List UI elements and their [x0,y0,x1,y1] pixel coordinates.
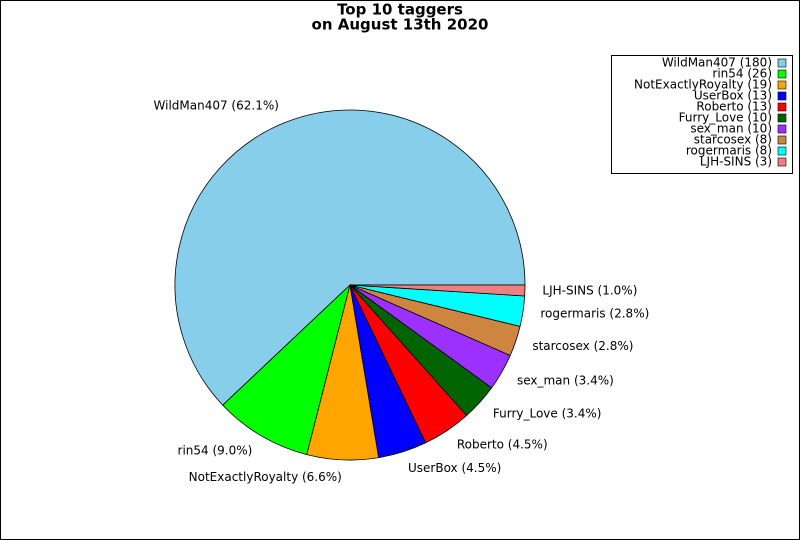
chart-title: on August 13th 2020 [312,16,489,34]
legend-swatch [777,135,787,145]
slice-label: UserBox (4.5%) [408,461,501,475]
legend-swatch [777,146,787,156]
slice-label: rin54 (9.0%) [178,443,253,457]
legend-label: NotExactlyRoyalty (19) [634,78,772,92]
legend-label: Roberto (13) [696,100,772,114]
slice-label: WildMan407 (62.1%) [154,99,279,113]
pie-slice [174,109,526,406]
pie-slice [349,284,526,297]
slice-label: Furry_Love (3.4%) [493,407,602,421]
legend-label: UserBox (13) [694,89,772,103]
legend-swatch [777,113,787,123]
chart-title: Top 10 taggers [337,1,463,19]
slice-label: Roberto (4.5%) [457,438,548,452]
legend-label: starcosex (8) [694,133,772,147]
pie-slice [222,283,351,456]
slice-label: LJH-SINS (1.0%) [542,284,637,298]
legend-label: WildMan407 (180) [662,56,772,70]
legend-box [611,55,793,174]
legend-label: rin54 (26) [712,67,772,81]
slice-label: sex_man (3.4%) [517,373,614,387]
legend-label: rogermaris (8) [686,144,772,158]
slice-label: rogermaris (2.8%) [540,306,649,320]
legend-swatch [777,91,787,101]
legend-swatch [777,124,787,134]
legend-swatch [777,69,787,79]
legend-swatch [777,80,787,90]
legend-label: LJH-SINS (3) [700,155,772,169]
legend-swatch [777,157,787,167]
slice-label: starcosex (2.8%) [532,339,633,353]
legend-swatch [777,58,787,68]
legend-label: Furry_Love (10) [679,111,772,125]
slice-label: NotExactlyRoyalty (6.6%) [189,470,342,484]
legend-swatch [777,102,787,112]
legend-label: sex_man (10) [690,122,772,136]
